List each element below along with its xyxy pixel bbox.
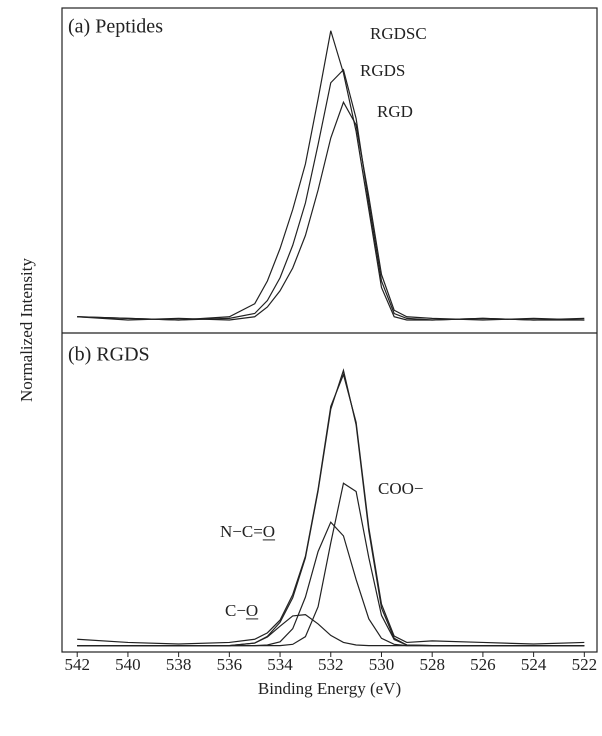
spectrum-line xyxy=(77,482,585,647)
x-tick-label: 522 xyxy=(572,655,598,674)
x-tick-label: 530 xyxy=(369,655,395,674)
x-tick-label: 526 xyxy=(470,655,496,674)
peak-label: N−C=O xyxy=(220,522,275,541)
spectrum-line xyxy=(77,368,585,647)
plot-frame xyxy=(61,7,598,653)
x-tick-label: 536 xyxy=(217,655,243,674)
peak-label: COO− xyxy=(378,479,423,498)
x-tick-label: 540 xyxy=(115,655,141,674)
y-axis-label: Normalized Intensity xyxy=(17,258,36,402)
peak-label: RGD xyxy=(377,102,413,121)
spectrum-line xyxy=(77,614,585,647)
x-tick-label: 534 xyxy=(267,655,293,674)
spectrum-line xyxy=(77,68,585,321)
peak-label: C−O xyxy=(225,601,258,620)
panel-title: (a) Peptides xyxy=(68,16,163,38)
x-tick-label: 528 xyxy=(419,655,445,674)
peak-label: RGDS xyxy=(360,61,405,80)
x-tick-label: 524 xyxy=(521,655,547,674)
panel-title: (b) RGDS xyxy=(68,344,150,366)
spectrum-line xyxy=(77,372,585,645)
x-tick-label: 542 xyxy=(64,655,90,674)
spectrum-line xyxy=(77,30,585,321)
peak-label: RGDSC xyxy=(370,24,427,43)
spectrum-line xyxy=(77,100,585,321)
x-tick-label: 532 xyxy=(318,655,344,674)
x-tick-label: 538 xyxy=(166,655,192,674)
x-axis-label: Binding Energy (eV) xyxy=(258,679,401,698)
